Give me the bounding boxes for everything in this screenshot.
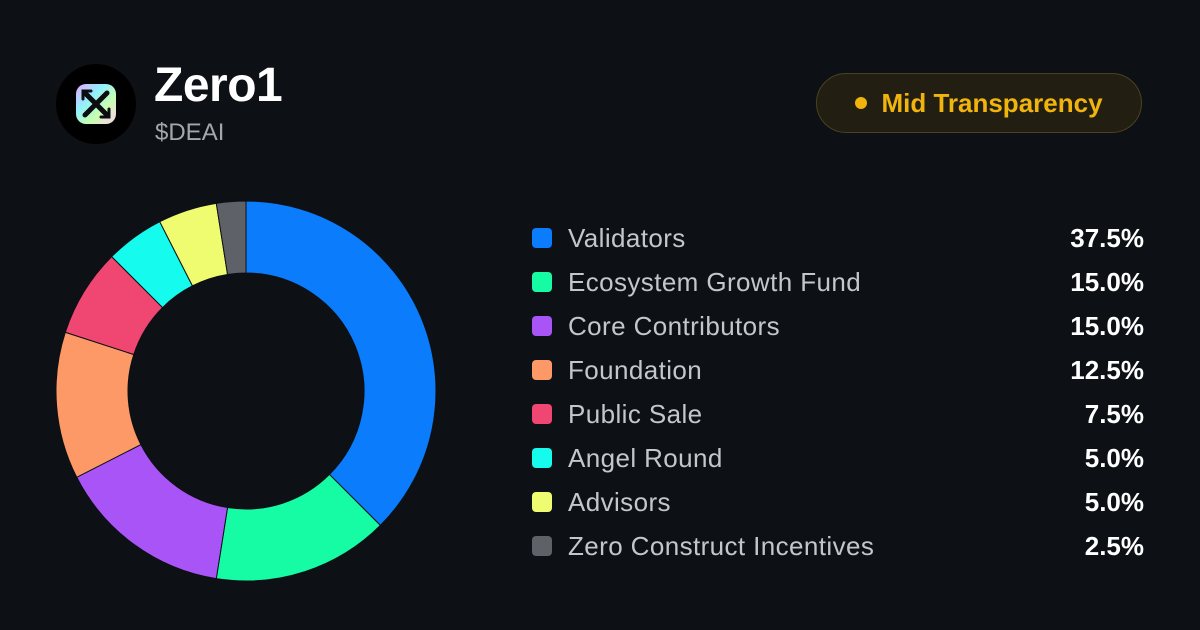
legend-label: Advisors: [568, 486, 671, 517]
legend-item: Angel Round 5.0%: [532, 436, 1144, 480]
allocation-donut-chart: [55, 200, 437, 582]
legend-value: 15.0%: [1070, 266, 1144, 297]
legend-value: 12.5%: [1070, 354, 1144, 385]
legend-swatch: [532, 228, 552, 248]
legend-label: Public Sale: [568, 398, 703, 429]
legend-swatch: [532, 448, 552, 468]
status-dot-icon: [855, 97, 868, 109]
legend-value: 2.5%: [1084, 530, 1144, 561]
legend-item: Core Contributors 15.0%: [532, 304, 1144, 348]
token-logo: [56, 64, 136, 144]
legend-label: Core Contributors: [568, 310, 780, 341]
donut-slice-validators: [245, 200, 437, 527]
legend-item: Advisors 5.0%: [532, 480, 1144, 524]
zero1-logo-icon: [76, 84, 116, 124]
legend-item: Ecosystem Growth Fund 15.0%: [532, 260, 1144, 304]
legend-swatch: [532, 536, 552, 556]
legend-item: Public Sale 7.5%: [532, 392, 1144, 436]
legend-value: 5.0%: [1084, 442, 1144, 473]
legend-swatch: [532, 492, 552, 512]
legend-item: Foundation 12.5%: [532, 348, 1144, 392]
legend-value: 37.5%: [1070, 222, 1144, 253]
legend-value: 7.5%: [1084, 398, 1144, 429]
donut-slice-zero-construct-incentives: [215, 200, 247, 276]
transparency-badge: Mid Transparency: [816, 73, 1142, 133]
transparency-label: Mid Transparency: [881, 87, 1103, 118]
legend-swatch: [532, 272, 552, 292]
legend-item: Zero Construct Incentives 2.5%: [532, 524, 1144, 568]
legend-label: Angel Round: [568, 442, 723, 473]
legend-item: Validators 37.5%: [532, 216, 1144, 260]
legend-label: Foundation: [568, 354, 703, 385]
legend-label: Ecosystem Growth Fund: [568, 266, 862, 297]
legend-swatch: [532, 316, 552, 336]
legend-value: 5.0%: [1084, 486, 1144, 517]
allocation-legend: Validators 37.5% Ecosystem Growth Fund 15.0…: [532, 216, 1144, 568]
token-name: Zero1: [154, 59, 283, 112]
legend-label: Validators: [568, 222, 686, 253]
legend-label: Zero Construct Incentives: [568, 530, 875, 561]
legend-value: 15.0%: [1070, 310, 1144, 341]
token-symbol: $DEAI: [155, 119, 225, 146]
legend-swatch: [532, 360, 552, 380]
legend-swatch: [532, 404, 552, 424]
